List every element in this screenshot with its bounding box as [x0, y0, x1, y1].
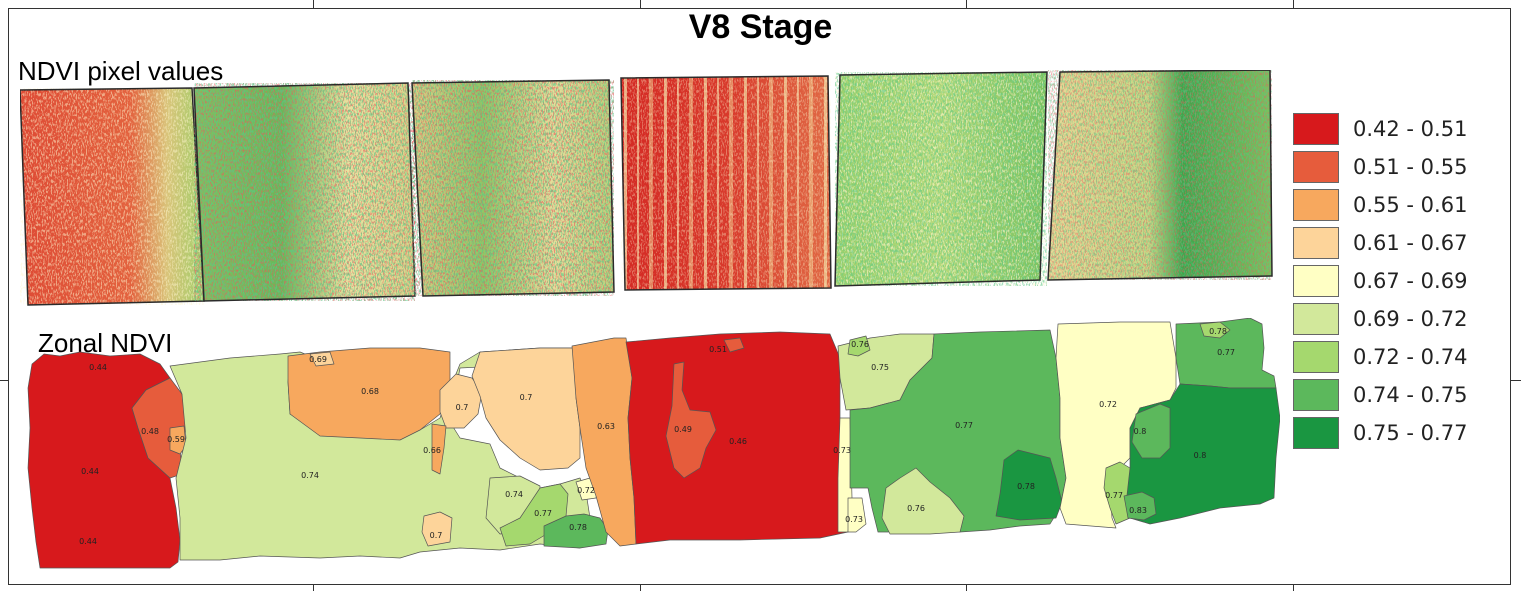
- zone-label: 0.68: [361, 387, 379, 396]
- zone: [309, 351, 335, 367]
- zone-label: 0.51: [709, 345, 727, 354]
- zone-label: 0.69: [309, 355, 327, 364]
- zone: [847, 335, 871, 357]
- legend-swatch: [1293, 379, 1339, 411]
- zone: [881, 467, 965, 535]
- zone: [1123, 491, 1157, 521]
- zone-label: 0.78: [1209, 327, 1227, 336]
- legend-label: 0.75 - 0.77: [1353, 421, 1468, 445]
- zone-label: 0.78: [1017, 482, 1035, 491]
- zone: [431, 423, 447, 475]
- zone-label: 0.74: [301, 471, 319, 480]
- zone: [665, 361, 717, 479]
- frame-tick: [966, 0, 967, 8]
- legend-item: 0.55 - 0.61: [1293, 189, 1513, 223]
- legend-item: 0.75 - 0.77: [1293, 417, 1513, 451]
- frame-tick: [313, 585, 314, 591]
- map-title: V8 Stage: [688, 8, 833, 46]
- field-plot: [193, 82, 416, 302]
- zone: [1199, 321, 1231, 339]
- frame-tick: [0, 380, 8, 381]
- zone-label: 0.83: [1129, 506, 1147, 515]
- zone-label: 0.76: [851, 340, 869, 349]
- legend-label: 0.72 - 0.74: [1353, 345, 1468, 369]
- legend-label: 0.74 - 0.75: [1353, 383, 1468, 407]
- frame-tick: [1293, 0, 1294, 8]
- frame-tick: [1511, 380, 1521, 381]
- legend-swatch: [1293, 341, 1339, 373]
- ndvi-pixel-map: [20, 70, 1273, 306]
- zone-label: 0.44: [79, 537, 97, 546]
- legend-swatch: [1293, 113, 1339, 145]
- zone-label: 0.44: [81, 467, 99, 476]
- zone-label: 0.59: [167, 435, 185, 444]
- zone: [723, 337, 745, 353]
- zonal-ndvi-map: 0.44 0.44 0.44 0.48 0.59 0.74 0.69 0.68 …: [27, 318, 1280, 569]
- legend-item: 0.69 - 0.72: [1293, 303, 1513, 337]
- zone: [287, 347, 451, 441]
- zone-label: 0.7: [520, 393, 533, 402]
- frame-tick: [640, 585, 641, 591]
- zone-label: 0.72: [1099, 400, 1117, 409]
- legend-item: 0.42 - 0.51: [1293, 113, 1513, 147]
- zone-label: 0.72: [577, 486, 595, 495]
- zone-label: 0.77: [534, 509, 552, 518]
- legend-label: 0.61 - 0.67: [1353, 231, 1468, 255]
- zone-label: 0.66: [423, 446, 441, 455]
- zone-labels: 0.44 0.44 0.44 0.48 0.59 0.74 0.69 0.68 …: [79, 327, 1235, 546]
- legend-item: 0.72 - 0.74: [1293, 341, 1513, 375]
- zone-label: 0.73: [833, 446, 851, 455]
- legend-label: 0.51 - 0.55: [1353, 155, 1468, 179]
- legend-label: 0.67 - 0.69: [1353, 269, 1468, 293]
- legend-swatch: [1293, 227, 1339, 259]
- zone: [421, 511, 453, 547]
- zonal-panel-label: Zonal NDVI: [38, 328, 173, 358]
- zone-label: 0.77: [1105, 491, 1123, 500]
- legend-swatch: [1293, 151, 1339, 183]
- field-plot: [620, 75, 832, 291]
- field-plot: [1047, 70, 1273, 281]
- zone-label: 0.76: [907, 504, 925, 513]
- field-plot: [411, 79, 615, 297]
- zone-label: 0.77: [955, 421, 973, 430]
- legend-swatch: [1293, 265, 1339, 297]
- zone-label: 0.73: [845, 515, 863, 524]
- frame-tick: [313, 0, 314, 8]
- zone: [847, 497, 867, 533]
- zone-label: 0.49: [674, 425, 692, 434]
- zone-label: 0.46: [729, 437, 747, 446]
- legend-swatch: [1293, 417, 1339, 449]
- zone: [439, 373, 483, 429]
- legend-label: 0.42 - 0.51: [1353, 117, 1468, 141]
- zone: [1131, 403, 1171, 459]
- zone-label: 0.74: [505, 490, 523, 499]
- zone-label: 0.63: [597, 422, 615, 431]
- zone-label: 0.75: [871, 363, 889, 372]
- zone-label: 0.44: [89, 363, 107, 372]
- legend-item: 0.67 - 0.69: [1293, 265, 1513, 299]
- zone-label: 0.7: [430, 531, 443, 540]
- frame-tick: [1293, 585, 1294, 591]
- zone-label: 0.78: [569, 523, 587, 532]
- pixel-panel-label: NDVI pixel values: [18, 56, 224, 86]
- zone-label: 0.77: [1217, 348, 1235, 357]
- legend-label: 0.69 - 0.72: [1353, 307, 1468, 331]
- legend-item: 0.51 - 0.55: [1293, 151, 1513, 185]
- frame-tick: [640, 0, 641, 8]
- legend-label: 0.55 - 0.61: [1353, 193, 1468, 217]
- legend-swatch: [1293, 189, 1339, 221]
- zone-label: 0.8: [1194, 451, 1207, 460]
- legend-item: 0.61 - 0.67: [1293, 227, 1513, 261]
- legend-item: 0.74 - 0.75: [1293, 379, 1513, 413]
- field-plot: [20, 87, 205, 306]
- legend-swatch: [1293, 303, 1339, 335]
- zone-label: 0.48: [141, 427, 159, 436]
- frame-tick: [966, 585, 967, 591]
- zone-label: 0.7: [456, 403, 469, 412]
- field-plot: [834, 71, 1048, 287]
- zone-label: 0.8: [1134, 427, 1147, 436]
